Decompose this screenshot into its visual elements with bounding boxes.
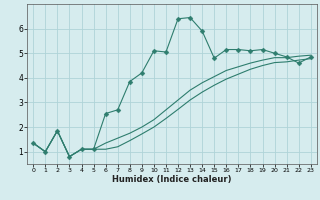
X-axis label: Humidex (Indice chaleur): Humidex (Indice chaleur) xyxy=(112,175,232,184)
